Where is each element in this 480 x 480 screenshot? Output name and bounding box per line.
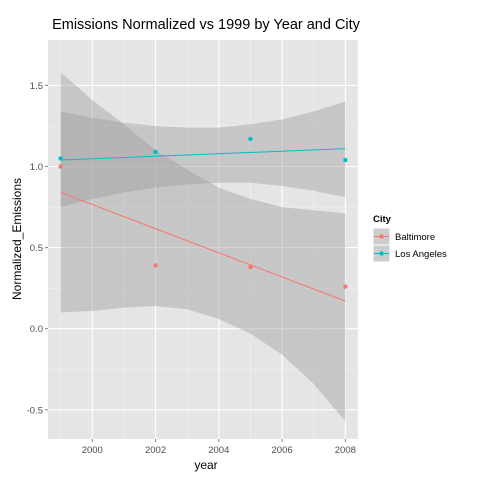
x-tick-label: 2008 — [335, 445, 356, 456]
plot-panel — [48, 40, 358, 439]
axis-ticks: 2000 2002 2004 2006 2008 -0.5 0.0 0.5 1.0 1.5 — [27, 81, 356, 456]
fit-line — [60, 191, 346, 302]
legend: City Baltimore Los Angeles — [372, 214, 447, 263]
x-tick-label: 2000 — [82, 445, 103, 456]
x-tick-label: 2002 — [145, 445, 166, 456]
data-point — [153, 263, 158, 268]
x-tick-label: 2006 — [272, 445, 293, 456]
x-tick-label: 2004 — [208, 445, 229, 456]
y-tick-label: 0.0 — [30, 324, 43, 335]
fit-line — [60, 148, 346, 161]
data-point — [248, 136, 253, 142]
data-point — [343, 284, 348, 289]
legend-title: City — [373, 214, 392, 225]
data-point — [248, 264, 253, 270]
data-point — [58, 164, 63, 169]
legend-key-point — [379, 234, 384, 239]
y-tick-label: 0.5 — [30, 243, 43, 254]
y-tick-label: 1.0 — [30, 162, 43, 173]
grid-lines — [48, 40, 358, 439]
data-point — [58, 156, 63, 161]
data-point — [153, 149, 158, 155]
legend-key-point — [379, 251, 384, 256]
legend-label: Los Angeles — [395, 249, 447, 260]
y-tick-label: 1.5 — [30, 81, 43, 92]
data-points — [58, 136, 348, 289]
data-point — [343, 157, 348, 163]
y-tick-label: -0.5 — [27, 405, 43, 416]
y-axis-title: Normalized_Emissions — [10, 178, 24, 300]
chart-title: Emissions Normalized vs 1999 by Year and… — [52, 17, 361, 33]
fit-lines — [60, 148, 346, 302]
x-axis-title: year — [194, 458, 217, 472]
legend-label: Baltimore — [395, 232, 435, 243]
